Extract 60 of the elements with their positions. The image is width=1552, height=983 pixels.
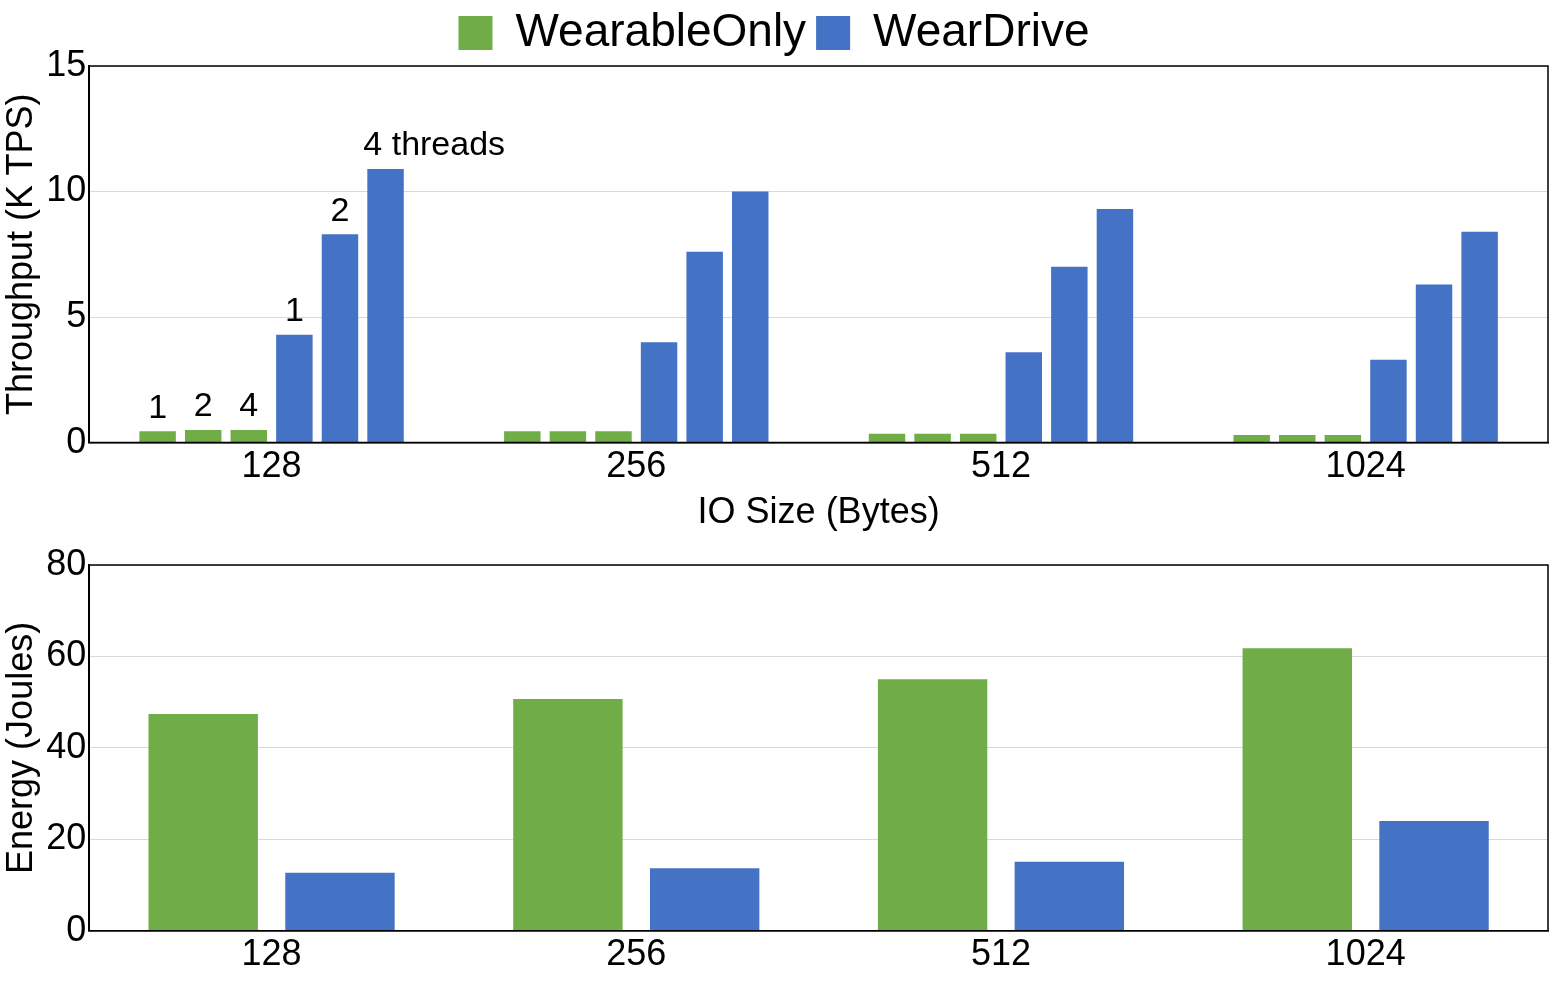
- bar: [914, 433, 951, 443]
- legend-label: WearDrive: [873, 3, 1090, 56]
- bar: [1005, 352, 1042, 443]
- bar: [1233, 435, 1270, 443]
- bar: [686, 251, 723, 443]
- bar: [1242, 648, 1352, 931]
- x-tick-label: 1024: [1325, 932, 1406, 974]
- bar: [367, 168, 404, 443]
- bar: [504, 431, 541, 443]
- x-tick-label: 128: [241, 932, 302, 974]
- x-tick-label: 128: [241, 444, 302, 486]
- annotation: 1: [284, 290, 304, 329]
- x-tick-label: 256: [606, 932, 667, 974]
- y-tick-label: 0: [66, 907, 87, 949]
- bar: [1096, 209, 1134, 443]
- x-tick-label: 1024: [1325, 444, 1406, 486]
- bar: [640, 342, 678, 443]
- x-tick-label: 512: [970, 932, 1032, 974]
- bar: [1279, 435, 1316, 443]
- bar: [1461, 231, 1498, 443]
- y-axis-title: Energy (Joules): [0, 621, 40, 874]
- y-tick-label: 80: [46, 541, 87, 583]
- x-tick-label: 256: [606, 444, 667, 486]
- bar: [732, 191, 769, 443]
- annotation: 4 threads: [363, 124, 506, 163]
- x-axis-title: IO Size (Bytes): [697, 490, 940, 532]
- bar: [321, 234, 359, 443]
- bar: [1324, 435, 1362, 443]
- bar: [513, 698, 623, 931]
- y-tick-label: 5: [66, 293, 87, 335]
- y-tick-label: 0: [66, 419, 87, 461]
- bar: [139, 431, 176, 443]
- x-tick-label: 512: [970, 444, 1032, 486]
- bar: [1051, 266, 1088, 443]
- annotation: 1: [148, 386, 168, 425]
- bar: [549, 431, 587, 443]
- bar: [148, 714, 258, 931]
- bar: [285, 872, 395, 931]
- bar: [276, 334, 313, 443]
- bar: [1379, 821, 1489, 931]
- legend-label: WearableOnly: [515, 3, 807, 56]
- y-tick-label: 20: [46, 816, 87, 858]
- bar: [868, 433, 906, 443]
- bar: [230, 430, 268, 443]
- annotation: 2: [330, 189, 350, 228]
- bar: [959, 433, 997, 443]
- y-tick-label: 60: [46, 633, 87, 675]
- annotation: 4: [239, 385, 259, 424]
- bar: [1370, 359, 1407, 443]
- y-tick-label: 15: [46, 42, 87, 84]
- y-axis-title: Throughput (K TPS): [0, 93, 40, 416]
- bar: [184, 430, 222, 443]
- bar: [649, 868, 760, 931]
- annotation: 2: [193, 385, 213, 424]
- y-tick-label: 10: [46, 168, 87, 210]
- bar: [1014, 861, 1125, 931]
- y-tick-label: 40: [46, 724, 87, 766]
- bar: [877, 679, 988, 931]
- bar: [595, 431, 632, 443]
- bar: [1415, 284, 1453, 443]
